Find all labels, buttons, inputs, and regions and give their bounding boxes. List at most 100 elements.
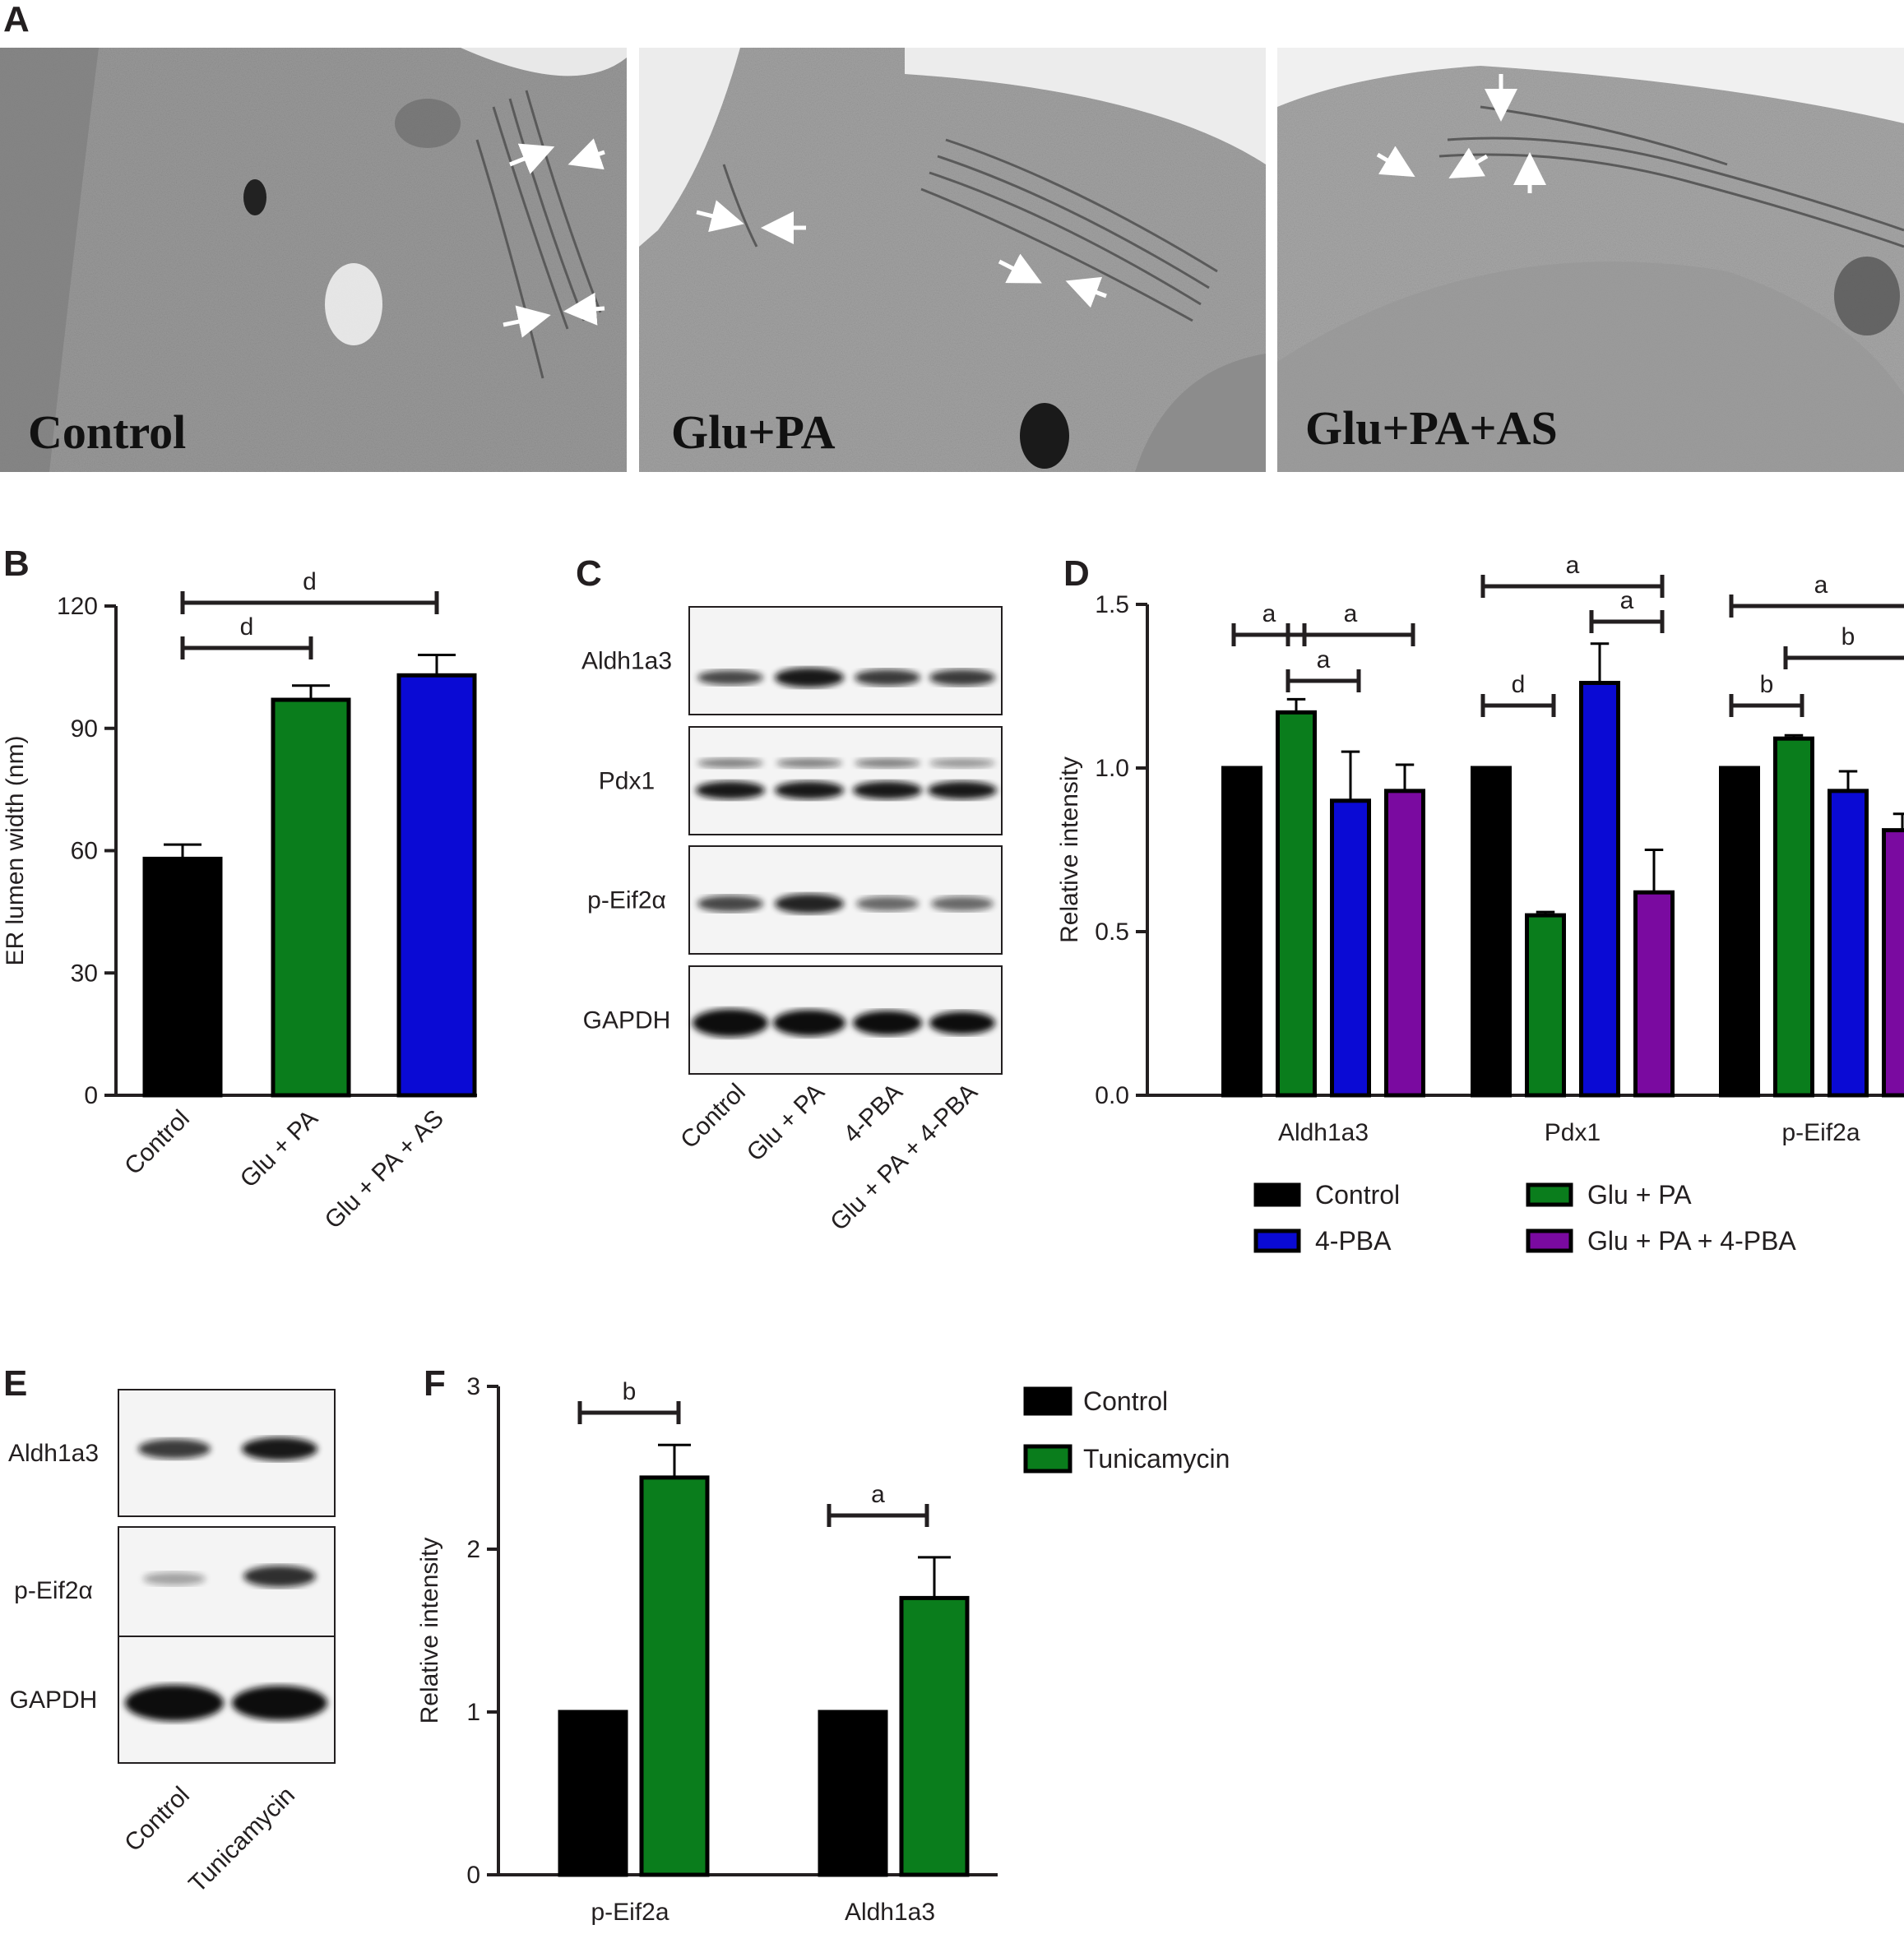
chart-f-legend-label: Tunicamycin [1083, 1444, 1230, 1474]
chart-d-bar [1882, 828, 1904, 1098]
chart-d-bar [1525, 913, 1566, 1098]
chart-b-bar [271, 697, 351, 1098]
panel-letter-f: F [424, 1363, 446, 1404]
chart-d-sig-label: b [1760, 671, 1774, 698]
chart-d-bar [1579, 681, 1620, 1098]
blot-c-band [931, 896, 994, 911]
chart-b-bar [142, 856, 223, 1098]
chart-d-legend-swatch [1526, 1182, 1573, 1207]
chart-d-legend-label: Glu + PA [1587, 1180, 1692, 1210]
chart-f-sig-label: b [623, 1378, 637, 1405]
blot-c-band [773, 1010, 845, 1036]
chart-d-bar [1276, 710, 1317, 1098]
blot-c-band [853, 781, 922, 799]
blot-e-lane-label: Tunicamycin [183, 1782, 300, 1899]
blot-e-band [143, 1572, 206, 1585]
chart-d-sig-label: a [1344, 600, 1358, 627]
blot-e-row-label: Aldh1a3 [8, 1440, 99, 1467]
chart-f-y-tick-label: 1 [466, 1699, 480, 1726]
blot-e-band [125, 1685, 224, 1721]
blot-c-band [928, 781, 997, 799]
blot-c-row-label: Pdx1 [599, 768, 655, 795]
blot-c-band [775, 894, 844, 914]
chart-d-bar [1773, 736, 1814, 1098]
chart-b-y-tick-label: 120 [57, 593, 98, 620]
chart-d-x-tick-label: p-Eif2a [1781, 1119, 1860, 1146]
blot-c-row-label: GAPDH [583, 1007, 671, 1034]
blot-c-row-label: p-Eif2α [587, 887, 666, 914]
panel-letter-c: C [576, 553, 602, 594]
blot-c-blot-frame [688, 726, 1003, 835]
chart-f-y-tick-label: 0 [466, 1862, 480, 1889]
chart-f-bar [818, 1710, 888, 1877]
chart-d-sig-label: a [1317, 646, 1331, 673]
blot-c-band [855, 758, 920, 768]
blot-c-band [697, 895, 763, 912]
chart-d-bar [1471, 766, 1512, 1098]
chart-d-x-tick-label: Aldh1a3 [1278, 1119, 1369, 1146]
chart-b-x-tick-label: Control [119, 1105, 195, 1181]
chart-d-legend-label: 4-PBA [1315, 1226, 1392, 1256]
chart-d-x-tick-label: Pdx1 [1545, 1119, 1601, 1146]
chart-b-y-tick-label: 60 [71, 838, 98, 865]
chart-d-y-tick-label: 1.0 [1095, 755, 1129, 782]
chart-d-sig-label: a [1814, 571, 1828, 599]
chart-f-y-tick-label: 2 [466, 1536, 480, 1563]
blot-c-lane-label: Glu + PA + 4-PBA [825, 1079, 983, 1237]
chart-d-y-axis-label: Relative intensity [1056, 756, 1083, 943]
chart-d-y-tick-label: 0.0 [1095, 1082, 1129, 1109]
em-panel-glu-pa: Glu+PA [639, 48, 1266, 472]
blot-c-band [775, 668, 844, 687]
chart-b-bar [396, 673, 477, 1098]
chart-b: 0 30 60 90 120 ER lumen width (nm) Control Glu … [2, 568, 477, 1234]
blot-e-lane-label: Control [119, 1782, 195, 1858]
panel-letter-a: A [3, 0, 30, 39]
blot-c-band [929, 669, 995, 686]
chart-d-sig-label: a [1566, 552, 1580, 579]
chart-d-sig-label: d [1512, 671, 1526, 698]
chart-f-legend-swatch [1023, 1444, 1072, 1474]
chart-d-sig-label: b [1841, 623, 1855, 650]
chart-f-legend-label: Control [1083, 1386, 1168, 1416]
chart-d-bar [1221, 766, 1262, 1098]
chart-d-legend-swatch [1253, 1182, 1301, 1207]
chart-d-bar [1384, 789, 1425, 1098]
blot-e-band [138, 1439, 211, 1459]
blot-e-row-label: p-Eif2α [14, 1577, 93, 1604]
chart-d-bar [1828, 789, 1869, 1098]
em-panel-glu-pa-as: Glu+PA+AS [1277, 48, 1904, 472]
blot-c-band [776, 758, 842, 768]
chart-f-legend-swatch [1023, 1386, 1072, 1416]
blot-c-band [696, 781, 765, 799]
em-label-control: Control [28, 405, 186, 459]
chart-f-y-tick-label: 3 [466, 1373, 480, 1400]
chart-d-legend-label: Control [1315, 1180, 1400, 1210]
blot-c-band [929, 758, 995, 768]
blot-c-blot-frame [688, 606, 1003, 715]
blot-c-lane-label: 4-PBA [838, 1079, 908, 1149]
em-panel-control: Control [0, 48, 627, 472]
blot-e-band [242, 1437, 317, 1460]
panel-letter-e: E [3, 1363, 27, 1404]
blot-c-lane-label: Glu + PA [742, 1079, 830, 1167]
chart-d-legend-label: Glu + PA + 4-PBA [1587, 1226, 1796, 1256]
chart-f-y-axis-label: Relative intensity [416, 1538, 443, 1724]
chart-b-sig-label: d [303, 568, 317, 595]
panel-letter-b: B [3, 544, 30, 584]
chart-d-legend-swatch [1253, 1228, 1301, 1253]
blot-e-blot-frame [118, 1526, 336, 1654]
chart-f-bar [899, 1595, 970, 1877]
em-label-glu-pa: Glu+PA [671, 405, 836, 459]
chart-d: 0.0 0.5 1.0 1.5 Relative intensity Aldh1a3 Pdx… [1056, 552, 1904, 1256]
chart-b-x-tick-label: Glu + PA [235, 1105, 323, 1193]
chart-f-x-tick-label: p-Eif2a [591, 1899, 669, 1926]
blot-c-band [693, 1009, 768, 1037]
blot-c-band [856, 896, 919, 911]
blot-c-band [775, 781, 844, 799]
chart-b-y-tick-label: 30 [71, 960, 98, 987]
blot-e-band [243, 1566, 316, 1587]
blot-c-band [697, 758, 763, 768]
blot-c-band [853, 1011, 922, 1035]
